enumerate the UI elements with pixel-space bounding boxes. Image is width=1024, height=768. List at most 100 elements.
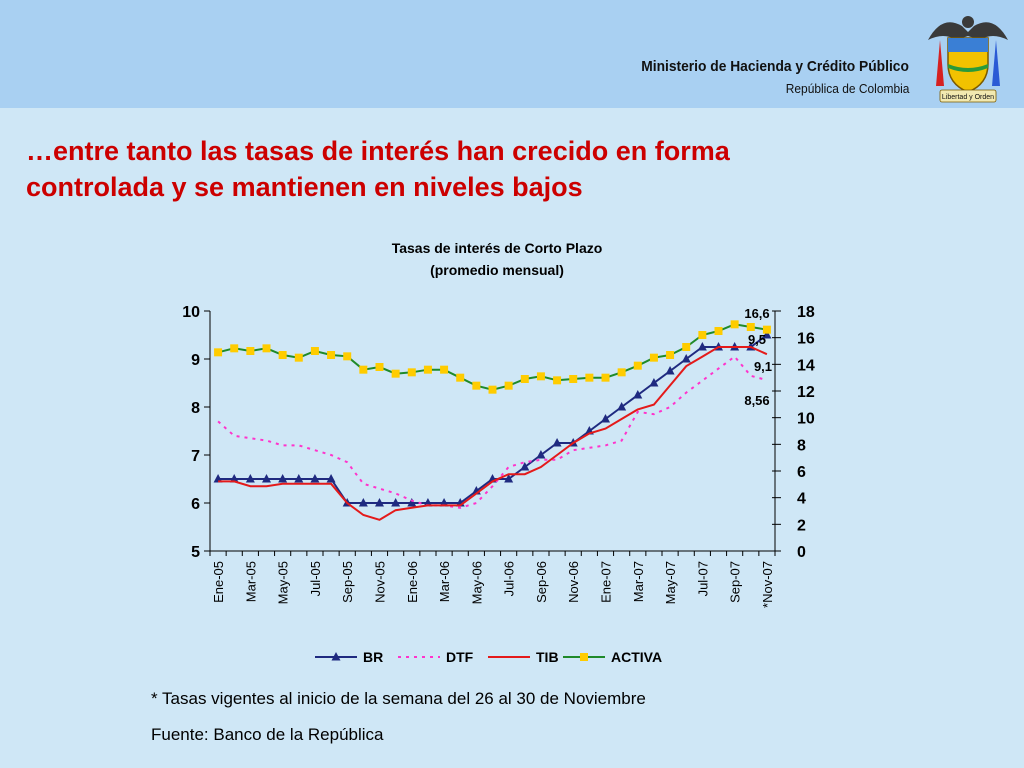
br-point — [504, 474, 514, 483]
chart-subtitle: (promedio mensual) — [430, 262, 564, 278]
x-axis-tick-label: Sep-06 — [534, 561, 549, 603]
right-axis-tick-label: 2 — [797, 517, 806, 534]
left-axis-tick-label: 7 — [191, 448, 200, 465]
x-axis-tick-label: Mar-06 — [437, 561, 452, 602]
activa-point — [310, 347, 319, 355]
activa-point — [504, 381, 513, 390]
br-point — [407, 498, 417, 507]
activa-point — [391, 369, 400, 378]
legend-label-activa: ACTIVA — [611, 649, 662, 665]
right-axis-tick-label: 6 — [797, 464, 806, 481]
ministry-name: Ministerio de Hacienda y Crédito Público — [641, 58, 909, 75]
br-point — [552, 438, 562, 447]
x-axis-tick-label: Jul-05 — [308, 561, 323, 596]
x-axis-tick-label: Sep-05 — [340, 561, 355, 603]
x-axis-tick-label: Mar-05 — [243, 561, 258, 602]
x-axis-tick-label: May-06 — [469, 561, 484, 604]
activa-point — [520, 375, 529, 383]
activa-point — [359, 365, 368, 374]
svg-text:Libertad y Orden: Libertad y Orden — [942, 94, 994, 101]
data-annotation: 8,56 — [744, 393, 769, 408]
activa-point — [294, 353, 303, 362]
br-point — [262, 474, 271, 483]
activa-point — [601, 373, 610, 382]
left-axis-tick-label: 5 — [191, 544, 200, 561]
coat-of-arms-icon: Libertad y Orden — [928, 16, 1008, 103]
x-axis-tick-label: Mar-07 — [631, 561, 646, 602]
br-point — [633, 390, 643, 399]
slide-title-line-1: …entre tanto las tasas de interés han cr… — [26, 136, 730, 166]
activa-point — [666, 351, 675, 359]
br-point — [229, 474, 239, 483]
br-point — [358, 498, 368, 507]
activa-point — [730, 320, 739, 329]
br-point — [617, 402, 627, 411]
x-axis-tick-label: Sep-07 — [728, 561, 743, 603]
legend-label-dtf: DTF — [446, 649, 474, 665]
right-axis-tick-label: 4 — [797, 491, 806, 508]
x-axis-tick-label: Jul-06 — [502, 561, 517, 596]
activa-point — [649, 353, 658, 362]
footnote: * Tasas vigentes al inicio de la semana … — [151, 689, 646, 708]
activa-point — [569, 375, 578, 383]
x-axis-tick-label: May-07 — [663, 561, 678, 604]
left-axis-tick-label: 6 — [191, 496, 200, 513]
br-point — [278, 474, 288, 483]
right-axis-tick-label: 8 — [797, 437, 806, 454]
data-annotation: 16,6 — [744, 306, 769, 321]
chart-legend: BR DTF TIB ACTIVA — [315, 649, 662, 665]
activa-point — [746, 323, 755, 331]
activa-point — [553, 376, 562, 385]
x-axis-tick-label: Ene-05 — [211, 561, 226, 603]
activa-point — [246, 347, 255, 355]
right-axis-tick-label: 12 — [797, 384, 815, 401]
br-point — [439, 498, 449, 507]
data-annotation: 9,1 — [754, 359, 772, 374]
activa-point — [633, 361, 642, 370]
activa-point — [585, 373, 594, 382]
right-axis-tick-label: 10 — [797, 411, 815, 428]
series-line-dtf — [217, 355, 768, 509]
activa-point — [762, 325, 771, 334]
x-axis-tick-label: May-05 — [276, 561, 291, 604]
republic-name: República de Colombia — [785, 81, 909, 96]
activa-point — [327, 351, 336, 359]
activa-point — [278, 351, 287, 359]
activa-point — [472, 381, 481, 390]
legend-marker-activa — [580, 653, 588, 661]
data-annotation: 9,5 — [748, 332, 766, 347]
activa-point — [407, 368, 416, 377]
header-banner — [0, 0, 1024, 108]
legend-label-br: BR — [363, 649, 383, 665]
br-point — [245, 474, 255, 483]
left-axis-tick-label: 10 — [182, 304, 200, 321]
plot-area: 5 6 7 8 9 10 0 2 4 6 8 10 12 14 16 18 Ene-05 Mar-05 May-05… — [182, 304, 815, 608]
br-point — [423, 498, 433, 507]
x-axis-tick-label: Ene-06 — [405, 561, 420, 603]
activa-point — [230, 344, 239, 353]
series-line-tib — [218, 346, 768, 521]
br-point — [310, 474, 320, 483]
activa-point — [682, 343, 691, 351]
br-point — [294, 474, 304, 483]
activa-point — [423, 365, 432, 374]
activa-point — [488, 385, 497, 394]
br-point — [520, 462, 530, 471]
left-axis-tick-label: 8 — [191, 400, 200, 417]
br-point — [213, 474, 223, 483]
br-point — [649, 378, 659, 387]
activa-point — [262, 344, 271, 353]
activa-point — [375, 363, 384, 371]
activa-point — [536, 372, 545, 381]
x-axis-tick-label: Ene-07 — [599, 561, 614, 603]
right-axis-tick-label: 18 — [797, 304, 815, 321]
chart-title: Tasas de interés de Corto Plazo — [392, 240, 603, 256]
activa-point — [617, 368, 626, 377]
x-axis-tick-label: Jul-07 — [695, 561, 710, 596]
br-point — [665, 366, 675, 375]
right-axis-tick-label: 16 — [797, 331, 815, 348]
legend-label-tib: TIB — [536, 649, 559, 665]
right-axis-tick-label: 14 — [797, 357, 815, 374]
br-point — [601, 414, 610, 423]
x-axis-tick-label: Nov-05 — [373, 561, 388, 603]
